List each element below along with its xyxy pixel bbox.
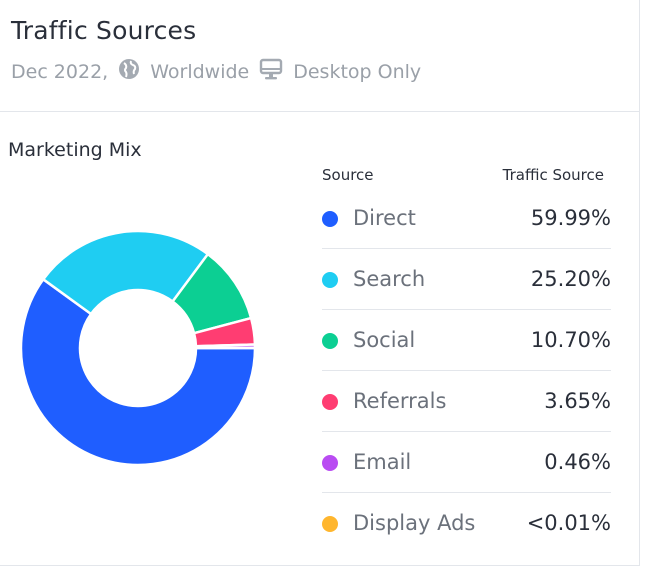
donut-slice-direct[interactable] bbox=[20, 278, 256, 466]
legend-dot bbox=[322, 333, 338, 349]
source-name: Display Ads bbox=[353, 511, 476, 535]
column-header-traffic-source: Traffic Source bbox=[502, 166, 604, 184]
legend-dot bbox=[322, 516, 338, 532]
source-row-display-ads[interactable]: Display Ads <0.01% bbox=[322, 493, 611, 554]
legend-dot bbox=[322, 394, 338, 410]
source-row-referrals[interactable]: Referrals 3.65% bbox=[322, 371, 611, 432]
filter-meta: Dec 2022, Worldwide Desktop Only bbox=[11, 58, 421, 85]
source-name: Search bbox=[353, 267, 426, 291]
source-name: Direct bbox=[353, 206, 416, 230]
source-row-direct[interactable]: Direct 59.99% bbox=[322, 188, 611, 249]
source-name: Referrals bbox=[353, 389, 447, 413]
legend-dot bbox=[322, 272, 338, 288]
region-label: Worldwide bbox=[150, 60, 250, 83]
source-value: 25.20% bbox=[530, 267, 611, 291]
marketing-mix-title: Marketing Mix bbox=[8, 139, 142, 161]
card-header: Traffic Sources Dec 2022, Worldwide bbox=[0, 0, 640, 112]
legend-dot bbox=[322, 211, 338, 227]
date-label: Dec 2022, bbox=[11, 60, 109, 83]
source-row-social[interactable]: Social 10.70% bbox=[322, 310, 611, 371]
column-header-source: Source bbox=[322, 166, 374, 184]
page-title: Traffic Sources bbox=[11, 16, 197, 45]
device-label: Desktop Only bbox=[293, 60, 422, 83]
globe-icon bbox=[118, 58, 140, 85]
marketing-mix-donut-chart bbox=[20, 230, 256, 466]
source-name: Social bbox=[353, 328, 416, 352]
source-value: <0.01% bbox=[526, 511, 611, 535]
source-value: 10.70% bbox=[530, 328, 611, 352]
desktop-monitor-icon bbox=[259, 58, 283, 85]
source-value: 59.99% bbox=[530, 206, 611, 230]
donut-slice-search[interactable] bbox=[42, 230, 210, 316]
source-value: 3.65% bbox=[544, 389, 611, 413]
source-name: Email bbox=[353, 450, 412, 474]
legend-dot bbox=[322, 455, 338, 471]
source-row-email[interactable]: Email 0.46% bbox=[322, 432, 611, 493]
source-value: 0.46% bbox=[544, 450, 611, 474]
source-row-search[interactable]: Search 25.20% bbox=[322, 249, 611, 310]
